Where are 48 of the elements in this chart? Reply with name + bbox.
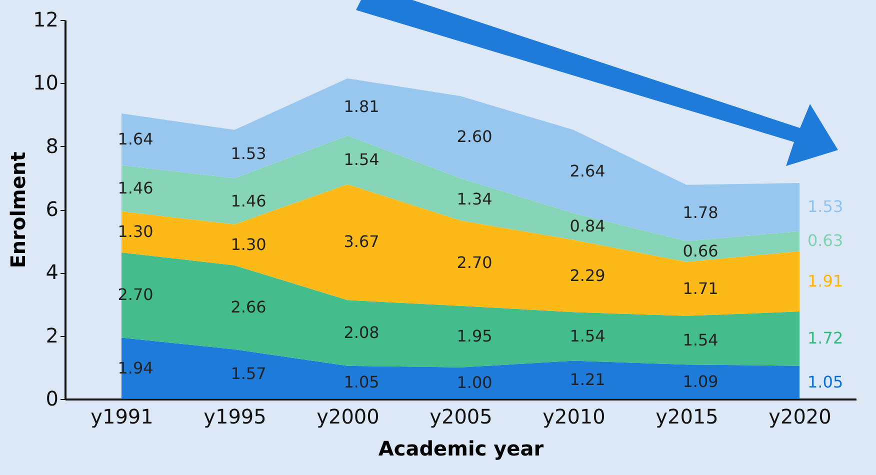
data-label: 0.66 bbox=[682, 242, 718, 261]
data-label: 1.00 bbox=[456, 373, 492, 392]
data-label: 1.54 bbox=[344, 150, 380, 169]
data-label: 1.05 bbox=[808, 372, 844, 392]
data-label: 2.08 bbox=[344, 322, 380, 342]
y-axis-title: Enrolment bbox=[6, 151, 30, 268]
data-label: 1.53 bbox=[230, 144, 266, 164]
data-label: 1.78 bbox=[682, 202, 718, 222]
data-label: 1.64 bbox=[118, 129, 154, 148]
y-tick-label: 4 bbox=[46, 260, 58, 284]
data-label: 1.54 bbox=[682, 330, 718, 350]
data-label: 0.63 bbox=[808, 231, 844, 250]
data-label: 2.66 bbox=[230, 297, 266, 316]
data-label: 1.72 bbox=[808, 328, 844, 348]
data-label: 1.30 bbox=[230, 234, 266, 254]
data-label: 1.57 bbox=[230, 364, 266, 384]
y-tick-label: 2 bbox=[46, 323, 58, 348]
data-label: 1.05 bbox=[344, 372, 380, 392]
x-tick-label: y2010 bbox=[542, 404, 606, 428]
data-label: 2.29 bbox=[570, 266, 606, 285]
y-tick-label: 0 bbox=[46, 386, 58, 410]
data-label: 1.71 bbox=[682, 278, 718, 298]
data-label: 1.91 bbox=[808, 271, 844, 290]
data-label: 2.70 bbox=[456, 253, 492, 272]
data-label: 1.81 bbox=[344, 97, 380, 116]
data-label: 2.64 bbox=[570, 162, 606, 181]
data-label: 1.46 bbox=[230, 191, 266, 210]
data-label: 1.54 bbox=[570, 326, 606, 346]
x-axis-title: Academic year bbox=[378, 436, 544, 460]
x-tick-label: y1995 bbox=[204, 404, 266, 428]
data-label: 1.53 bbox=[808, 197, 844, 216]
y-tick-label: 6 bbox=[46, 197, 58, 221]
data-label: 0.84 bbox=[570, 216, 606, 236]
data-label: 1.21 bbox=[570, 370, 606, 389]
data-label: 3.67 bbox=[344, 232, 380, 252]
data-label: 2.60 bbox=[456, 127, 492, 146]
y-tick-label: 12 bbox=[33, 8, 58, 32]
x-tick-label: y2005 bbox=[430, 404, 492, 428]
y-tick-label: 8 bbox=[46, 134, 58, 158]
data-label: 1.34 bbox=[456, 189, 492, 208]
data-label: 1.46 bbox=[118, 178, 154, 198]
x-tick-label: y1991 bbox=[90, 404, 154, 428]
x-tick-label: y2020 bbox=[768, 404, 832, 428]
y-tick-label: 10 bbox=[33, 70, 58, 95]
x-tick-label: y2000 bbox=[316, 404, 380, 428]
x-tick-label: y2015 bbox=[656, 404, 718, 428]
data-label: 1.95 bbox=[456, 326, 492, 346]
data-label: 1.09 bbox=[682, 372, 718, 391]
